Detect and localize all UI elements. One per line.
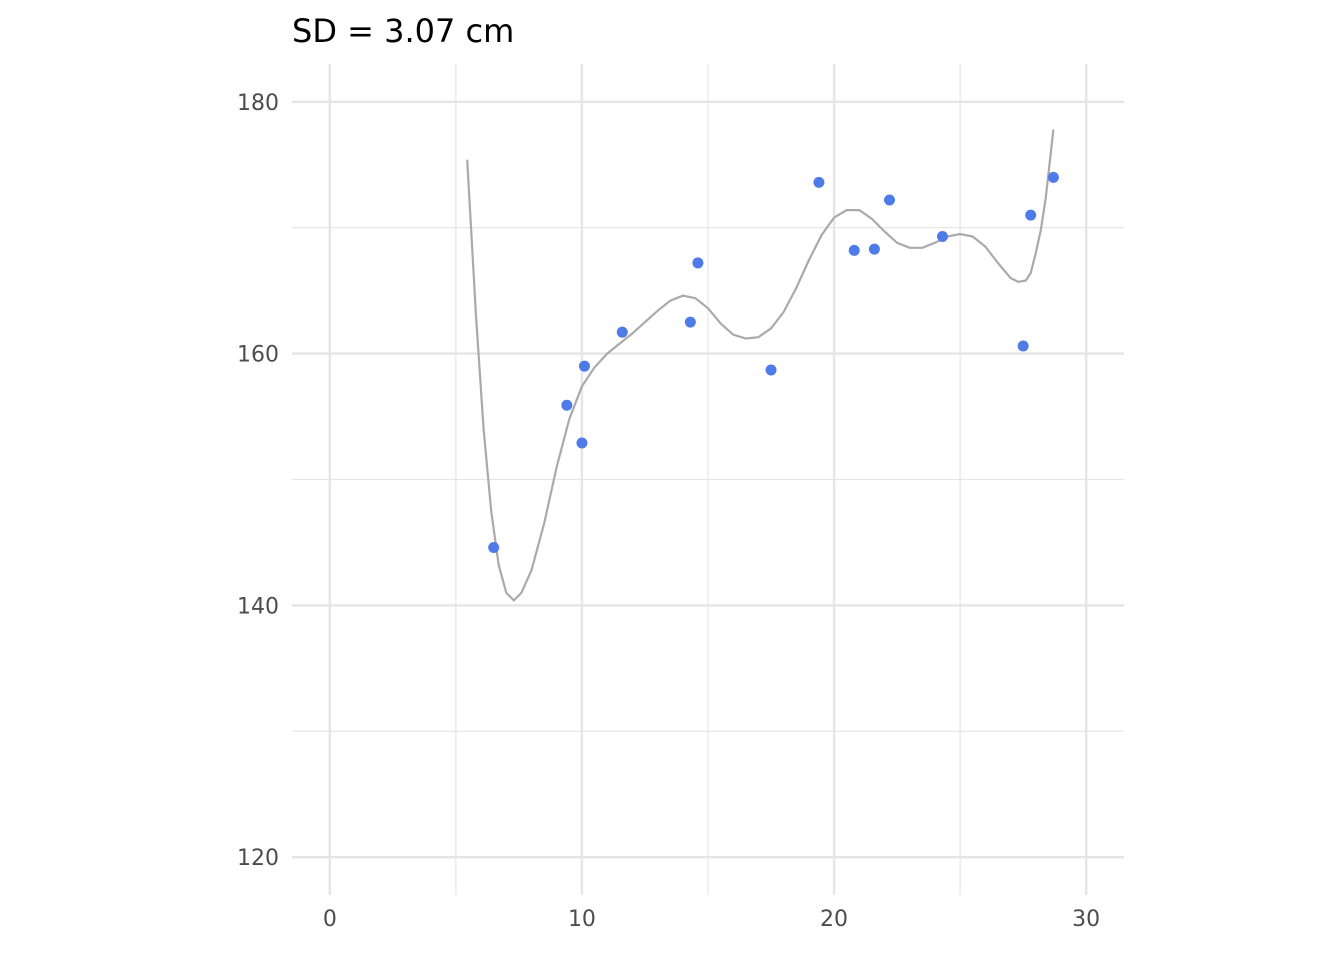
x-tick-label: 0: [323, 907, 337, 932]
x-tick-label: 10: [568, 907, 596, 932]
data-point: [848, 244, 860, 256]
data-point: [868, 243, 880, 255]
x-tick-label: 20: [820, 907, 848, 932]
chart-title: SD = 3.07 cm: [292, 12, 514, 50]
y-tick-label: 140: [237, 594, 279, 619]
data-point: [1047, 171, 1059, 183]
data-point: [1025, 209, 1037, 221]
data-point: [692, 257, 704, 269]
data-point: [561, 399, 573, 411]
data-point: [488, 541, 500, 553]
y-tick-label: 120: [237, 846, 279, 871]
data-point: [578, 360, 590, 372]
minor-gridlines: [292, 64, 1124, 895]
data-point: [765, 364, 777, 376]
x-axis-tick-labels: 0 10 20 30: [323, 907, 1100, 932]
y-tick-label: 180: [237, 91, 279, 116]
points-layer: [488, 171, 1059, 553]
data-point: [884, 194, 896, 206]
fit-line: [466, 129, 1055, 602]
y-tick-label: 160: [237, 343, 279, 368]
data-point: [576, 437, 588, 449]
data-point: [813, 176, 825, 188]
fit-line-layer: [466, 129, 1055, 602]
data-point: [684, 316, 696, 328]
major-gridlines: [292, 64, 1124, 895]
x-tick-label: 30: [1072, 907, 1100, 932]
data-point: [936, 230, 948, 242]
data-point: [1017, 340, 1029, 352]
y-axis-tick-labels: 120 140 160 180: [237, 91, 279, 871]
data-point: [616, 326, 628, 338]
